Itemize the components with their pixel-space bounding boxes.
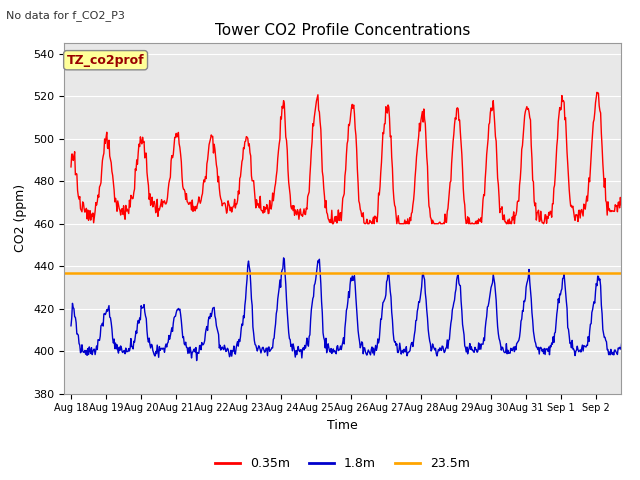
Text: TZ_co2prof: TZ_co2prof	[67, 54, 145, 67]
Title: Tower CO2 Profile Concentrations: Tower CO2 Profile Concentrations	[214, 23, 470, 38]
Y-axis label: CO2 (ppm): CO2 (ppm)	[15, 184, 28, 252]
Text: No data for f_CO2_P3: No data for f_CO2_P3	[6, 10, 125, 21]
X-axis label: Time: Time	[327, 419, 358, 432]
Legend: 0.35m, 1.8m, 23.5m: 0.35m, 1.8m, 23.5m	[210, 452, 475, 475]
